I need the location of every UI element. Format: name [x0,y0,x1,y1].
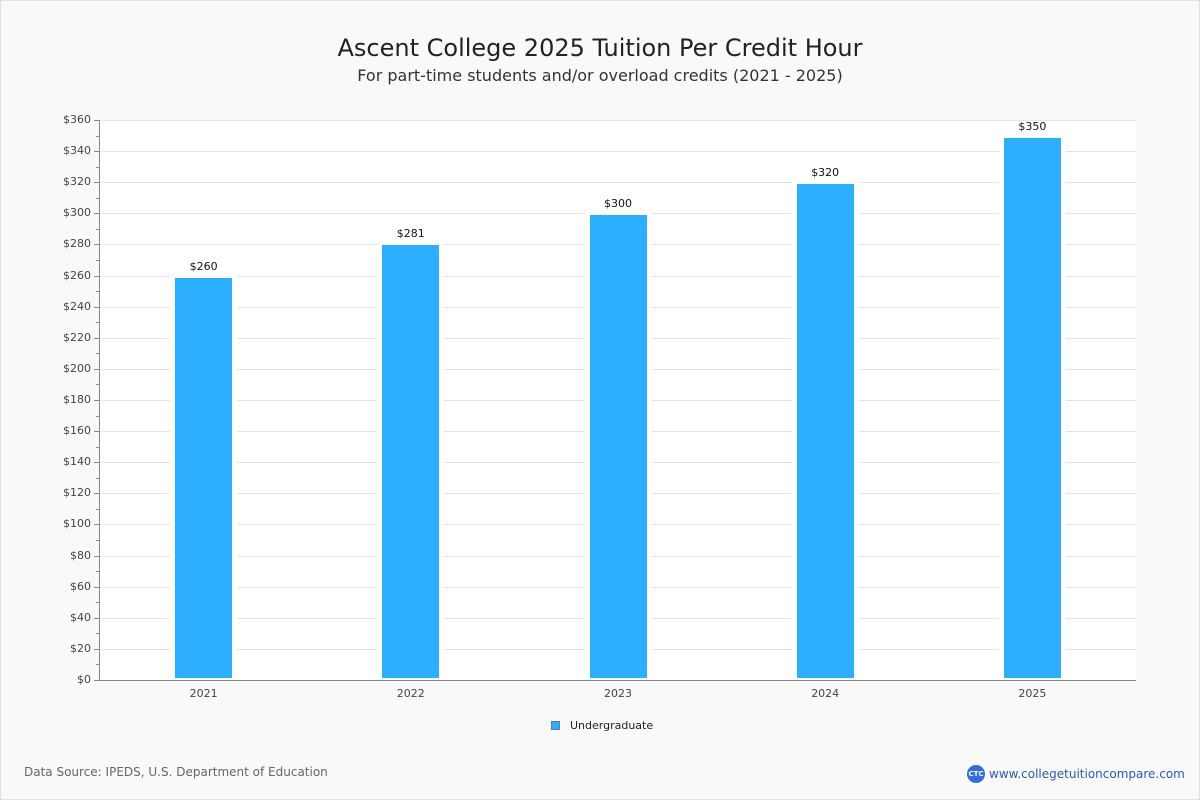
y-tick [94,586,99,588]
y-minor-tick [96,166,99,168]
y-minor-tick [96,633,99,635]
y-minor-tick [96,228,99,230]
ctc-logo-icon: CTC [967,765,985,783]
bar-2022[interactable] [382,244,440,678]
bar-value-label: $281 [396,226,425,240]
y-axis-label: $320 [63,175,91,189]
y-tick [94,400,99,401]
y-axis-label: $160 [63,424,91,438]
y-axis-label: $200 [63,361,91,375]
y-minor-tick [96,135,99,137]
x-axis-label: 2025 [1018,687,1047,700]
y-axis-line [99,120,100,681]
chart-title: Ascent College 2025 Tuition Per Credit H… [337,34,863,62]
gridline [100,120,1136,121]
y-tick [94,648,99,650]
y-tick [94,337,99,339]
y-axis-label: $340 [63,144,91,158]
y-tick [94,151,99,153]
brand-link[interactable]: CTC www.collegetuitioncompare.com [967,765,1185,783]
bar-value-label: $300 [604,197,632,211]
y-minor-tick [96,415,99,417]
y-minor-tick [96,322,99,324]
x-axis-label: 2021 [189,687,218,700]
bar-value-label: $320 [811,166,840,180]
y-tick [94,368,99,370]
data-source: Data Source: IPEDS, U.S. Department of E… [24,765,328,779]
y-minor-tick [96,664,99,666]
y-minor-tick [96,477,99,479]
y-tick [94,213,99,215]
y-minor-tick [96,508,99,510]
y-tick [94,431,99,433]
y-axis-label: $100 [63,517,91,531]
y-minor-tick [96,260,99,261]
y-minor-tick [96,384,99,386]
y-tick [94,617,99,619]
chart-subtitle: For part-time students and/or overload c… [357,66,843,85]
x-axis-line [99,680,1136,681]
bar-2025[interactable] [1003,137,1061,678]
y-tick [94,493,99,495]
bar-value-label: $350 [1018,119,1047,133]
x-axis-label: 2024 [811,687,840,700]
y-axis-label: $220 [63,330,91,344]
y-minor-tick [96,540,99,541]
brand-url: www.collegetuitioncompare.com [989,767,1185,781]
y-minor-tick [96,446,99,448]
y-minor-tick [96,602,99,604]
x-axis-label: 2023 [604,687,632,700]
y-axis-label: $280 [63,237,91,251]
y-axis-label: $240 [63,299,91,313]
y-tick [94,555,99,557]
bar-2021[interactable] [175,277,233,678]
y-tick [94,462,99,464]
y-tick [94,244,99,246]
y-axis-label: $360 [63,113,91,126]
bar-2024[interactable] [796,184,854,678]
y-axis-label: $140 [63,455,91,469]
legend-label: Undergraduate [570,719,654,732]
y-axis-label: $0 [77,673,91,686]
y-tick [94,306,99,308]
y-axis-label: $60 [70,579,91,593]
y-minor-tick [96,571,99,573]
y-tick [94,275,99,277]
y-axis-label: $300 [63,206,91,220]
y-axis-label: $40 [70,610,91,624]
y-tick [94,120,99,121]
y-minor-tick [96,353,99,355]
y-axis-label: $260 [63,268,91,282]
legend-swatch-icon [551,721,560,730]
y-tick [94,524,99,526]
y-tick [94,182,99,184]
y-axis-label: $120 [63,486,91,500]
gridline [100,182,1136,184]
bar-value-label: $260 [189,259,218,273]
legend[interactable]: Undergraduate [551,719,653,732]
gridline [100,151,1136,153]
y-tick [94,680,99,681]
y-axis-label: $80 [70,548,91,562]
y-minor-tick [96,291,99,293]
y-minor-tick [96,197,99,199]
y-axis-label: $20 [70,641,91,655]
bar-2023[interactable] [589,215,647,678]
x-axis-label: 2022 [396,687,425,700]
y-axis-label: $180 [63,393,91,406]
